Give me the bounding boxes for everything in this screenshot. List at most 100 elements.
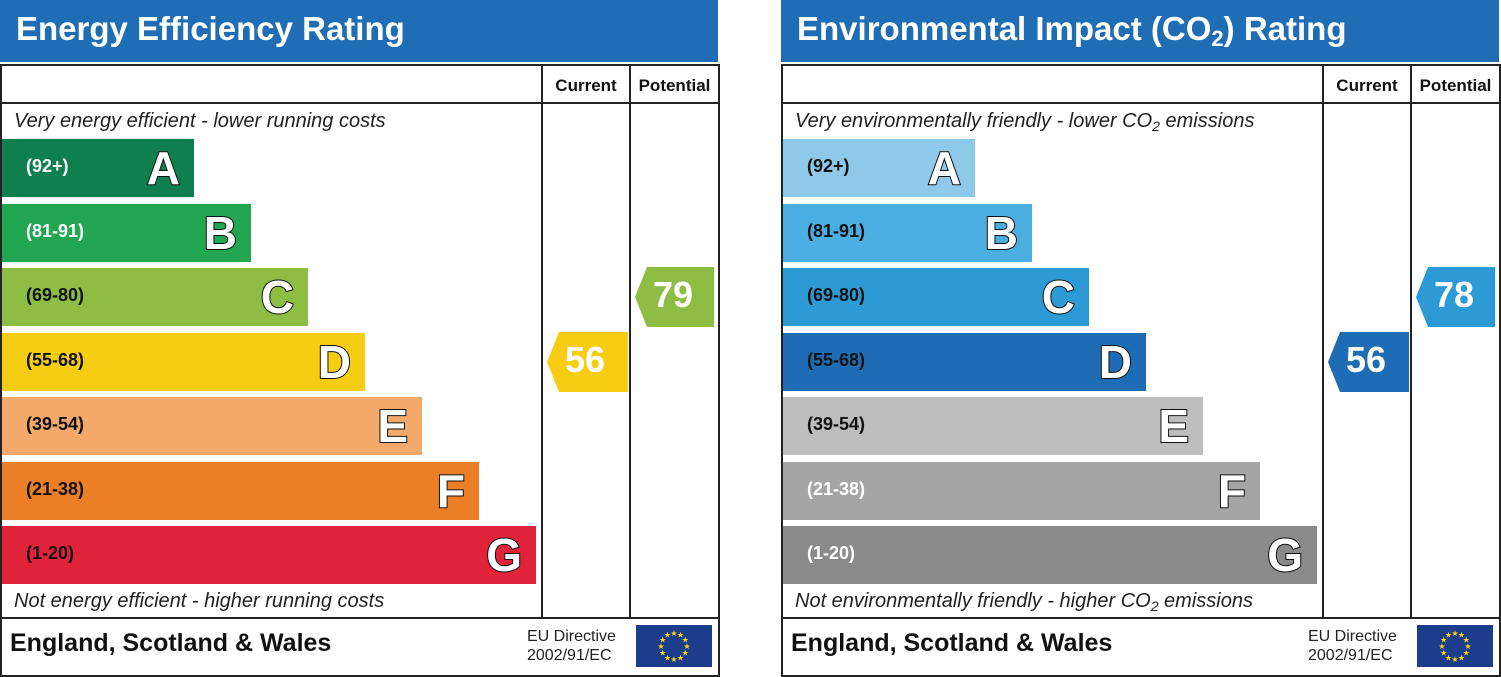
energy-efficiency-panel: Energy Efficiency Rating Current Potenti… [0,0,720,677]
current-arrow-fill [1328,331,1409,392]
band-f: (21-38) F [2,461,479,520]
current-rating-value: 56 [1346,338,1387,380]
band-range-label: (39-54) [26,414,85,434]
chart-title: Energy Efficiency Rating [16,10,405,47]
current-arrow-shape [547,331,628,392]
header-divider [2,102,718,104]
eu-star: ★ [659,649,666,658]
eu-star: ★ [664,653,671,662]
eu-star: ★ [1440,649,1447,658]
band-letter-label: D [1098,335,1133,389]
band-range-label: (39-54) [807,414,866,434]
eu-star: ★ [682,649,689,658]
eu-star: ★ [1464,642,1471,651]
band-letter-label: B [203,206,238,260]
band-g: (1-20) G [2,526,536,584]
band-range-label: (21-38) [807,478,866,499]
band-range-label: (55-68) [26,349,85,370]
band-letter-label: C [260,270,295,324]
band-range-label: (69-80) [807,285,866,305]
bottom-note-subscript: 2 [1150,598,1159,614]
band-b: (81-91) B [2,203,251,262]
title-bar: Environmental Impact (CO2) Rating [781,0,1499,62]
band-range-label: (92+) [807,156,850,176]
footer-divider [783,617,1499,619]
eu-star: ★ [1451,655,1458,664]
potential-rating-arrow: 79 [635,267,718,327]
band-letter-label: F [1217,464,1247,518]
column-divider [1410,66,1412,617]
eu-flag-icon: ★ ★ ★ ★ ★ ★ ★ ★ ★ ★ ★ ★ [636,625,712,667]
potential-rating-value: 78 [1434,274,1475,315]
title-main: Environmental Impact (CO [797,10,1212,47]
eu-star: ★ [1445,653,1452,662]
current-rating-value: 56 [565,338,606,380]
rating-frame: Current Potential Very environmentally f… [781,64,1501,677]
eu-star: ★ [670,655,677,664]
eu-directive-text: EU Directive 2002/91/EC [527,627,616,665]
potential-arrow-fill [635,267,714,327]
potential-column-header: Potential [638,76,711,95]
band-g: (1-20) G [783,526,1317,584]
top-note-end: emissions [1159,110,1255,132]
band-range-label: (1-20) [807,543,856,563]
band-e: (39-54) E [783,397,1203,455]
eu-directive-line1: EU Directive [1308,628,1397,645]
potential-rating-arrow: 78 [1416,267,1499,327]
current-rating-arrow: 56 [1328,331,1413,392]
potential-arrow-shape [1416,267,1495,327]
footer-country: England, Scotland & Wales [791,629,1113,657]
eu-star: ★ [1458,631,1465,640]
band-range-label: (81-91) [26,220,85,241]
top-note-main: Very environmentally friendly - lower CO [795,110,1153,132]
band-c: (69-80) C [783,268,1089,326]
band-letter-label: E [376,399,409,453]
eu-star: ★ [682,636,689,645]
band-d: (55-68) D [783,332,1146,391]
current-rating-arrow: 56 [547,331,632,392]
band-letter-label: B [984,206,1019,260]
eu-star: ★ [664,631,671,640]
current-arrow-fill [547,331,628,392]
footer-country: England, Scotland & Wales [10,629,332,657]
column-divider [1322,66,1324,617]
top-note-subscript: 2 [1152,118,1160,134]
band-range-label: (1-20) [26,543,75,563]
band-f: (21-38) F [783,461,1260,520]
bottom-note-main: Not environmentally friendly - higher CO [795,590,1151,612]
band-c: (69-80) C [2,268,308,326]
eu-directive-line1: EU Directive [527,628,616,645]
header-divider [783,102,1499,104]
eu-star: ★ [1463,636,1470,645]
band-e: (39-54) E [2,397,422,455]
current-column-header: Current [555,76,617,95]
chart-title: Environmental Impact (CO2) Rating [797,10,1347,50]
band-range-label: (81-91) [807,220,866,241]
eu-star: ★ [1445,631,1452,640]
eu-flag-icon: ★ ★ ★ ★ ★ ★ ★ ★ ★ ★ ★ ★ [1417,625,1493,667]
title-bar: Energy Efficiency Rating [0,0,718,62]
title-end: ) Rating [1223,10,1347,47]
current-arrow-shape [1328,331,1409,392]
bottom-note-end: emissions [1158,590,1253,612]
band-letter-label: A [927,141,962,195]
eu-star: ★ [670,629,677,638]
bottom-note: Not energy efficient - higher running co… [14,590,385,612]
potential-rating-value: 79 [653,274,694,315]
column-divider [629,66,631,617]
rating-frame: Current Potential Very energy efficient … [0,64,720,677]
band-letter-label: D [317,335,352,389]
band-letter-label: F [436,464,466,518]
band-letter-label: A [146,141,181,195]
eu-star: ★ [1451,629,1458,638]
top-note: Very environmentally friendly - lower CO… [795,110,1254,133]
column-divider [541,66,543,617]
eu-star: ★ [1458,653,1465,662]
eu-star: ★ [683,642,690,651]
band-letter-label: G [1266,528,1304,582]
band-a: (92+) A [783,139,975,197]
eu-star: ★ [1463,649,1470,658]
eu-star: ★ [659,636,666,645]
potential-arrow-fill [1416,267,1495,327]
band-range-label: (21-38) [26,478,85,499]
